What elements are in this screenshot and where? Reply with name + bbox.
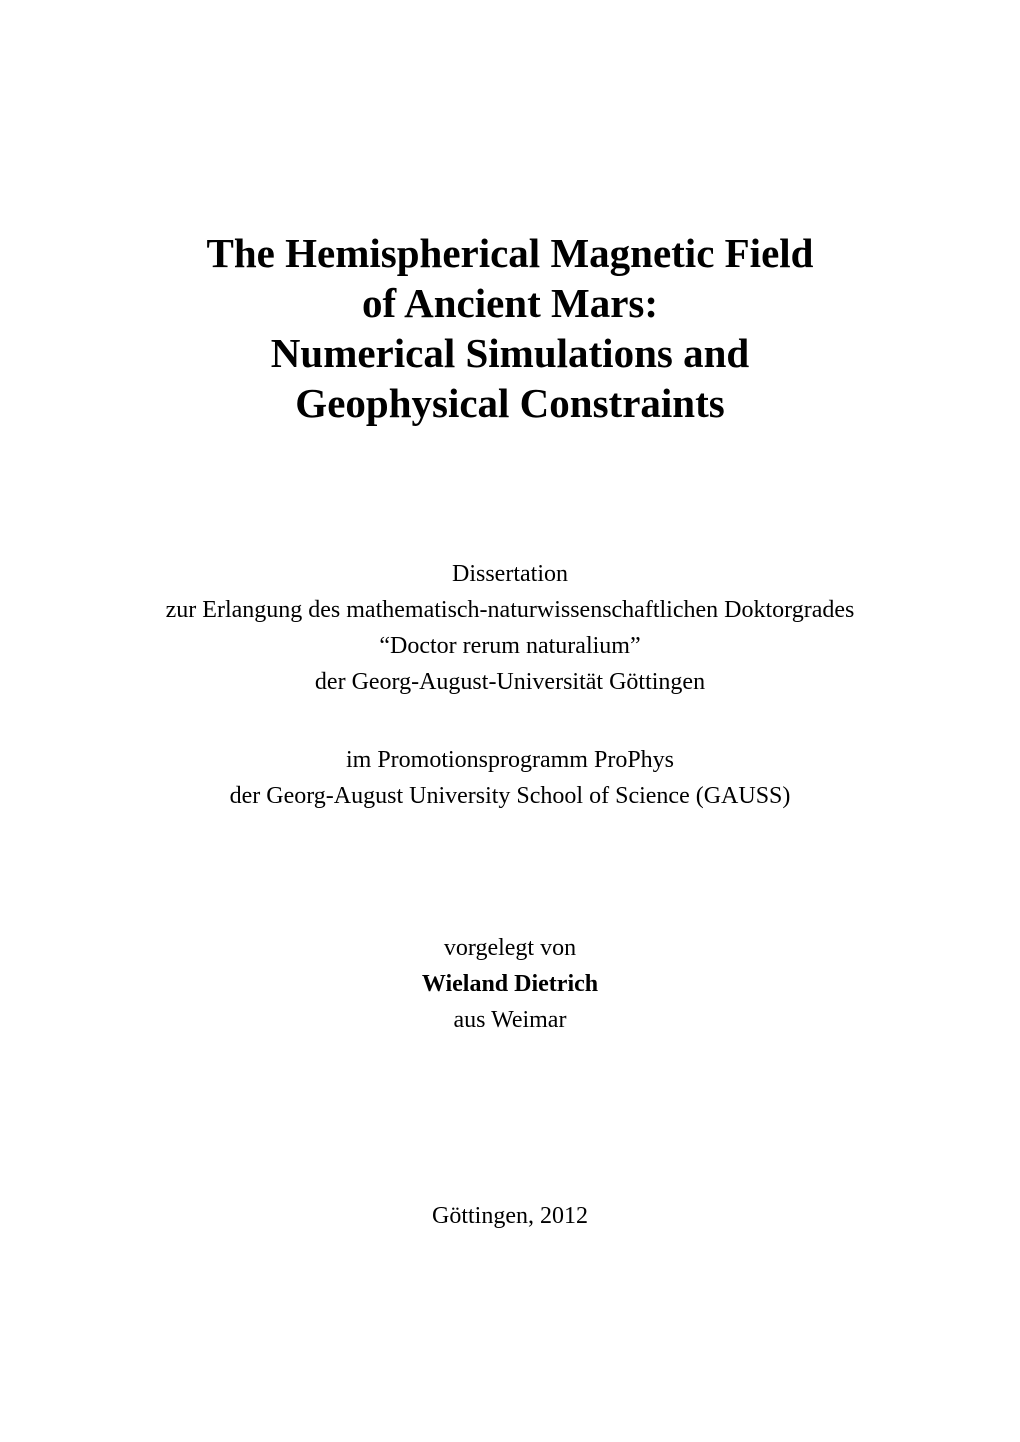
title-page: The Hemispherical Magnetic Field of Anci… bbox=[0, 0, 1020, 1442]
degree-purpose: zur Erlangung des mathematisch-naturwiss… bbox=[0, 592, 1020, 628]
program-line-1: im Promotionsprogramm ProPhys bbox=[0, 742, 1020, 778]
title-line-1: The Hemispherical Magnetic Field bbox=[0, 228, 1020, 278]
program-block: im Promotionsprogramm ProPhys der Georg-… bbox=[0, 742, 1020, 814]
title-line-2: of Ancient Mars: bbox=[0, 278, 1020, 328]
dissertation-title: The Hemispherical Magnetic Field of Anci… bbox=[0, 228, 1020, 428]
place-and-year: Göttingen, 2012 bbox=[0, 1198, 1020, 1234]
author-origin: aus Weimar bbox=[0, 1002, 1020, 1038]
author-block: vorgelegt von Wieland Dietrich aus Weima… bbox=[0, 930, 1020, 1038]
university-line: der Georg-August-Universität Göttingen bbox=[0, 664, 1020, 700]
dissertation-label: Dissertation bbox=[0, 556, 1020, 592]
degree-block: Dissertation zur Erlangung des mathemati… bbox=[0, 556, 1020, 700]
author-name: Wieland Dietrich bbox=[0, 966, 1020, 1002]
title-line-4: Geophysical Constraints bbox=[0, 378, 1020, 428]
title-line-3: Numerical Simulations and bbox=[0, 328, 1020, 378]
footer-block: Göttingen, 2012 bbox=[0, 1198, 1020, 1234]
program-line-2: der Georg-August University School of Sc… bbox=[0, 778, 1020, 814]
presented-by-label: vorgelegt von bbox=[0, 930, 1020, 966]
degree-latin: “Doctor rerum naturalium” bbox=[0, 628, 1020, 664]
